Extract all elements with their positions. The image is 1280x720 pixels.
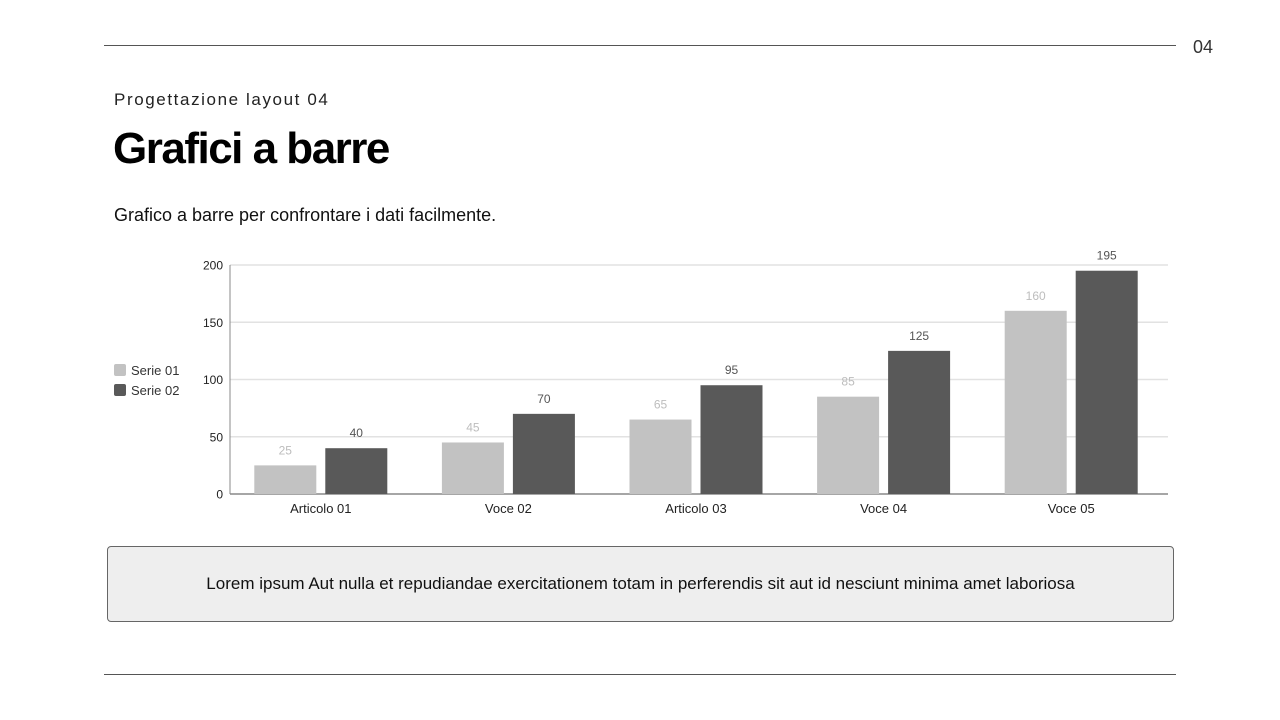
note-text: Lorem ipsum Aut nulla et repudiandae exe…: [206, 574, 1075, 593]
y-tick-label: 200: [203, 259, 223, 273]
x-category-label: Voce 04: [860, 501, 907, 516]
bar: [888, 350, 951, 494]
chart-legend: Serie 01 Serie 02: [114, 360, 179, 400]
bar-value-label: 160: [1026, 289, 1046, 303]
bar-value-label: 125: [909, 329, 929, 343]
x-category-label: Voce 02: [485, 501, 532, 516]
x-category-label: Voce 05: [1048, 501, 1095, 516]
legend-label: Serie 02: [131, 382, 180, 398]
y-tick-label: 100: [203, 373, 223, 387]
bar-value-label: 65: [654, 398, 668, 412]
bar-value-label: 95: [725, 363, 739, 377]
bar: [629, 419, 692, 494]
y-tick-label: 50: [210, 430, 224, 444]
bar-value-label: 45: [466, 420, 480, 434]
legend-label: Serie 01: [131, 362, 180, 378]
bar: [325, 448, 388, 494]
bar-value-label: 85: [841, 375, 855, 389]
bottom-divider: [104, 674, 1176, 675]
bar: [700, 385, 763, 494]
legend-swatch-icon: [114, 364, 126, 376]
x-category-label: Articolo 01: [290, 501, 351, 516]
page-title: Grafici a barre: [113, 124, 390, 173]
legend-item-serie-01: Serie 01: [114, 360, 179, 380]
y-tick-label: 0: [216, 488, 223, 502]
bar: [512, 413, 575, 494]
bar: [254, 465, 317, 494]
bar-chart: 0 50 100 150 200 25 40 Articolo 01 45 70 Voce 02 65…: [203, 249, 1168, 516]
bar-value-label: 40: [350, 426, 364, 440]
legend-swatch-icon: [114, 384, 126, 396]
bar-value-label: 25: [279, 443, 293, 457]
page-description: Grafico a barre per confrontare i dati f…: [114, 205, 497, 225]
x-category-label: Articolo 03: [665, 501, 726, 516]
legend-item-serie-02: Serie 02: [114, 380, 179, 400]
section-subtitle: Progettazione layout 04: [114, 90, 330, 109]
note-box: Lorem ipsum Aut nulla et repudiandae exe…: [107, 546, 1174, 622]
page-number: 04: [1193, 37, 1214, 57]
bar: [817, 396, 880, 494]
bar-value-label: 195: [1097, 249, 1117, 263]
top-divider: [104, 45, 1176, 46]
bar: [441, 442, 504, 494]
bar: [1075, 270, 1138, 494]
y-tick-label: 150: [203, 316, 223, 330]
bar: [1004, 310, 1067, 494]
bar-value-label: 70: [537, 392, 551, 406]
